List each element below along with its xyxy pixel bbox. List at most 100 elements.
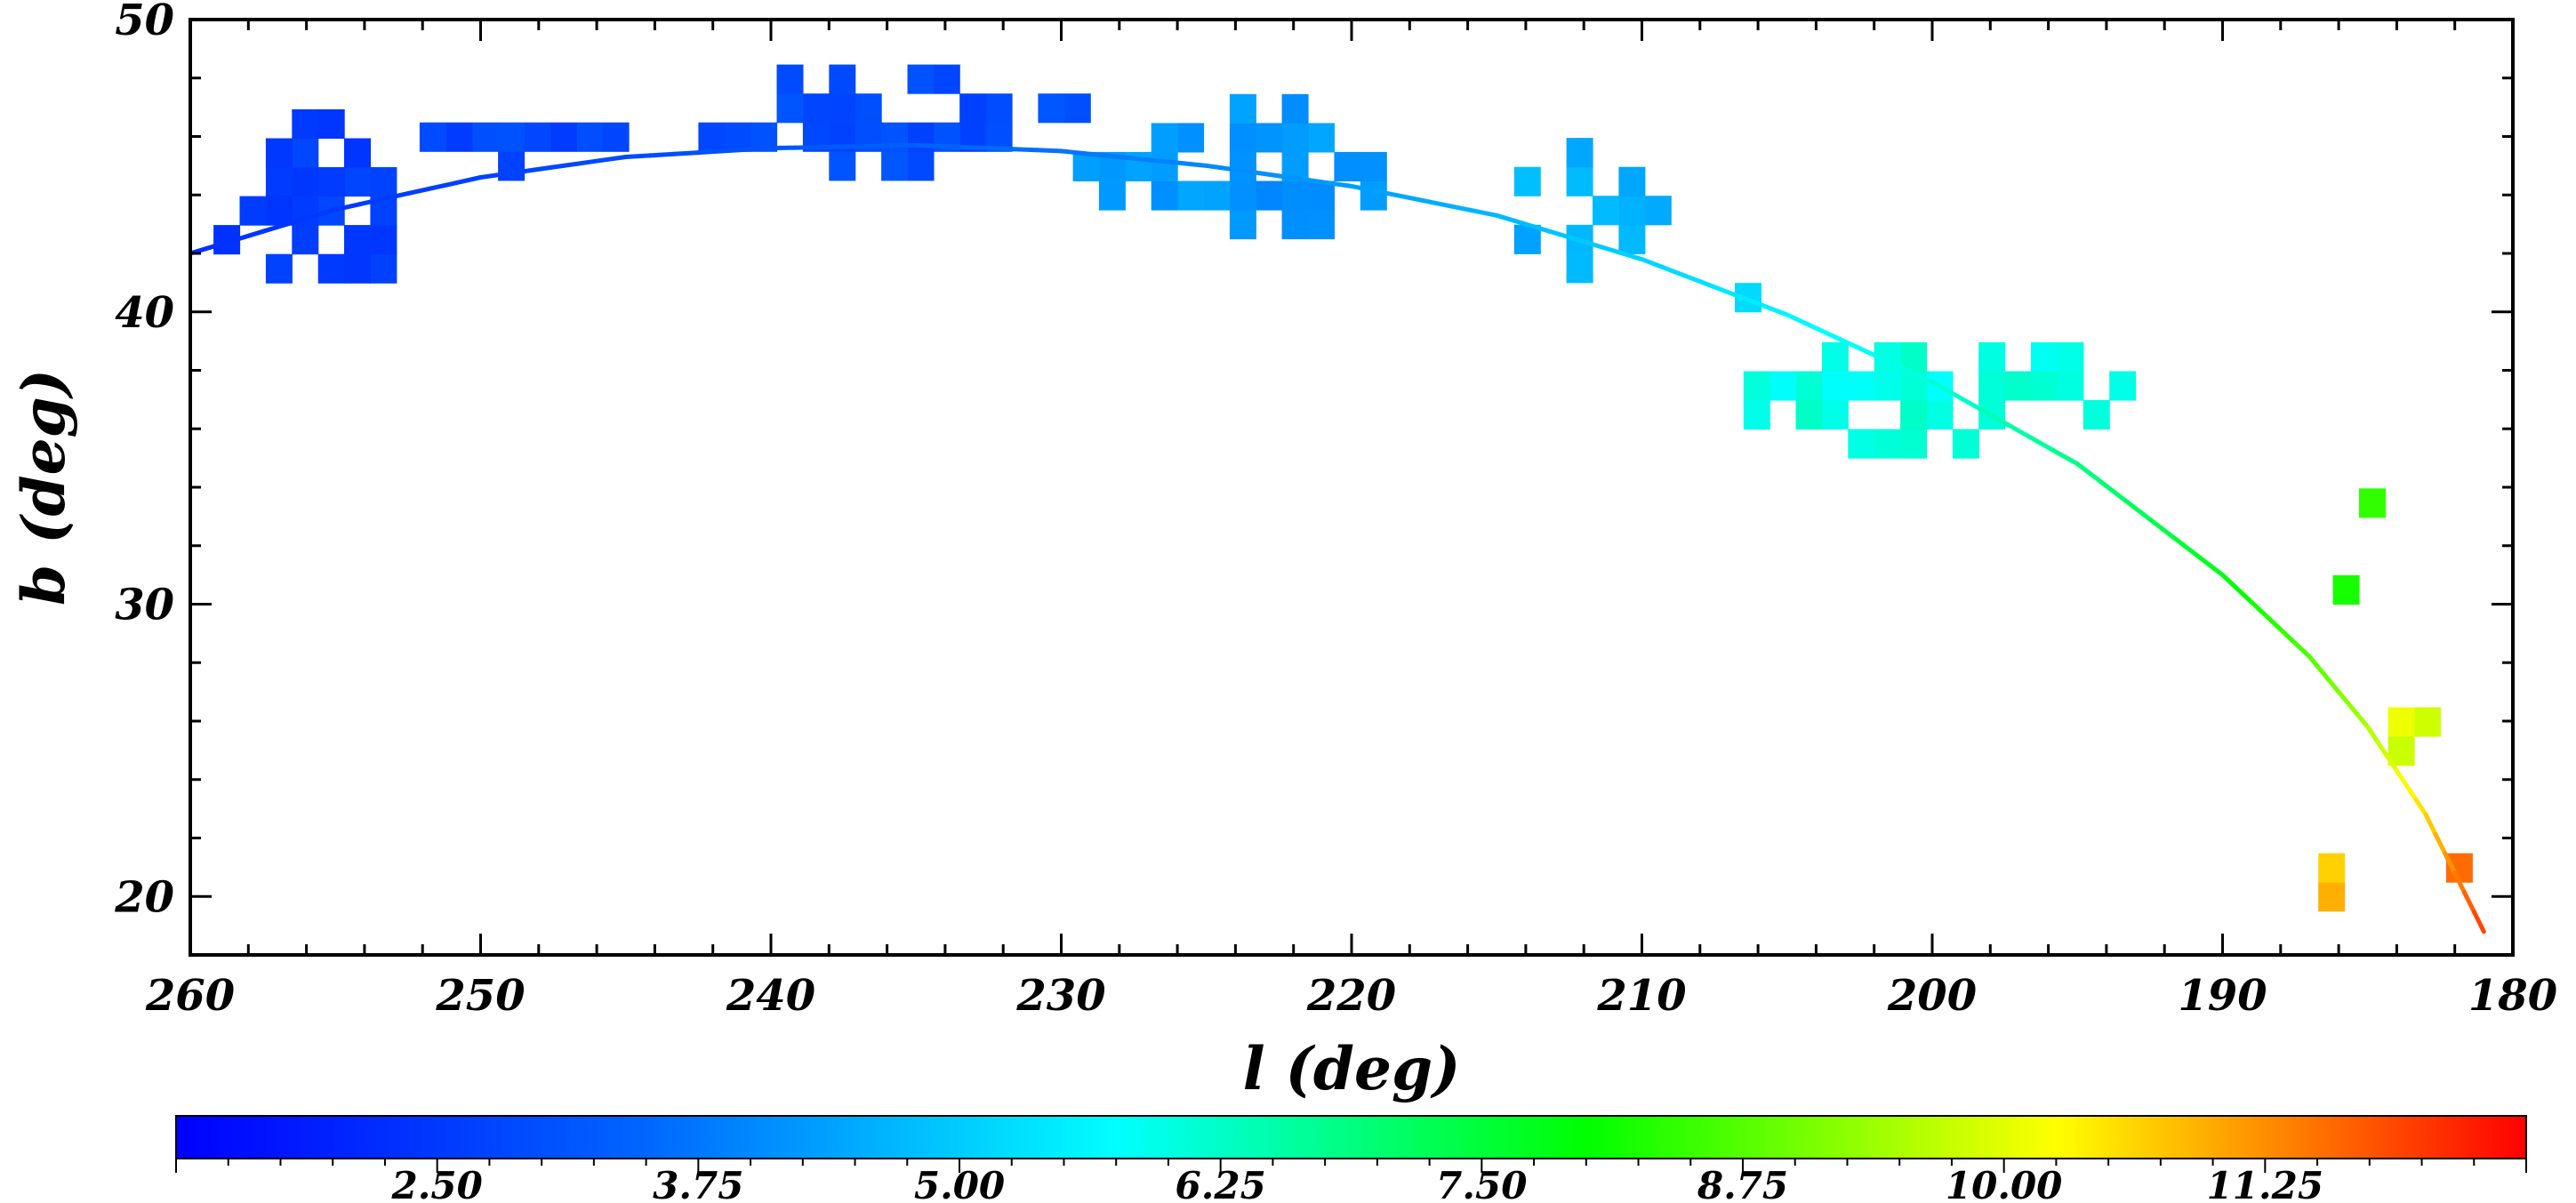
clump-cell (829, 151, 856, 181)
model-curve-segment (695, 148, 726, 156)
model-curve-segment (1640, 257, 1669, 271)
model-curve-segment (2413, 798, 2428, 817)
model-curve-segment (1809, 324, 1838, 340)
clump-cell (445, 122, 473, 152)
clump-cell (1848, 429, 1875, 459)
model-curve-segment (1543, 228, 1572, 240)
x-tick-label: 190 (2178, 971, 2267, 1021)
model-curve-segment (1180, 161, 1209, 168)
model-curve-segment (1519, 221, 1548, 233)
model-curve-segment (1252, 170, 1281, 179)
clump-cell (317, 253, 345, 284)
clump-cell (1151, 123, 1178, 153)
clump-cell (1177, 123, 1205, 153)
model-curve-segment (1857, 346, 1887, 362)
model-curve-segment (1397, 193, 1427, 204)
clump-cell (1926, 400, 1954, 430)
clump-cell (344, 253, 371, 284)
model-curve-segment (2394, 768, 2409, 788)
clump-cell (2057, 371, 2084, 401)
clump-cell (1229, 180, 1256, 211)
clump-cell (1978, 371, 2006, 401)
clump-cell (1151, 151, 1178, 181)
model-curve-segment (2403, 782, 2419, 803)
model-curve-segment (1010, 147, 1039, 153)
clump-cell (1566, 253, 1593, 284)
model-curve-segment (913, 142, 943, 148)
model-curve (190, 142, 2486, 934)
model-curve-segment (2235, 586, 2254, 605)
clump-l223 (1072, 93, 1387, 240)
model-curve-segment (986, 146, 1015, 152)
model-curve-segment (2307, 654, 2322, 671)
model-curve-segment (2346, 701, 2361, 718)
clump-cell (1072, 151, 1100, 181)
x-axis-title: l (deg) (1243, 1034, 1461, 1103)
clump-cell (419, 122, 446, 152)
colorbar-tick-label: 11.25 (2207, 1164, 2324, 1203)
model-curve-segment (405, 186, 435, 196)
clump-cell (1743, 371, 1770, 401)
clump-cell (1618, 224, 1646, 254)
clump-cell (1978, 341, 2006, 372)
model-curve-segment (2326, 678, 2341, 694)
clump-cell (2332, 575, 2360, 606)
model-curve-segment (429, 180, 459, 191)
clump-cell (2109, 371, 2137, 401)
model-curve-segment (816, 144, 847, 150)
model-curve-segment (2292, 640, 2312, 660)
model-curve-segment (2316, 666, 2331, 683)
model-curve-segment (502, 168, 532, 177)
model-curve-segment (2220, 573, 2240, 591)
clump-cell (985, 93, 1013, 124)
clump-l212 (1513, 138, 1672, 284)
clump-cell (1281, 123, 1309, 153)
clump-cell (2031, 371, 2058, 401)
model-curve-segment (1155, 158, 1184, 166)
clump-cell (1281, 93, 1309, 124)
clump-cell (698, 122, 726, 152)
model-curve-segment (1228, 166, 1257, 175)
clump-cell (1203, 180, 1231, 211)
clump-cell (1900, 400, 1928, 430)
clump-cell (1952, 429, 1979, 459)
model-curve-segment (1761, 303, 1790, 317)
model-curve-segment (1494, 213, 1523, 225)
clump-cell (1308, 180, 1335, 211)
clump-cell (2318, 882, 2346, 912)
colorbar-tick-label: 6.25 (1176, 1164, 1266, 1203)
colorbar-tick-label: 2.50 (391, 1164, 483, 1203)
clump-cell (317, 108, 345, 139)
clump-cell (1308, 123, 1335, 153)
x-tick-label: 260 (145, 971, 235, 1021)
clump-cell (471, 122, 499, 152)
clump-cell (1795, 371, 1823, 401)
clump-cell (1177, 180, 1205, 211)
x-tick-label: 240 (726, 971, 815, 1021)
model-curve-segment (1107, 153, 1136, 161)
clump-l248 (419, 122, 630, 181)
model-curve-segment (550, 161, 580, 170)
model-curve-segment (1349, 183, 1378, 194)
clump-cell (1821, 341, 1849, 372)
model-curve-segment (526, 164, 556, 173)
model-curve-segment (2472, 910, 2486, 934)
model-curve-segment (1131, 156, 1160, 164)
clump-cell (802, 93, 830, 124)
clump-cell (370, 225, 397, 255)
clump-l237 (698, 64, 1091, 181)
model-curve-segment (1833, 334, 1862, 351)
clump-cell (1593, 196, 1619, 226)
model-curve-segment (478, 172, 508, 180)
x-tick-label: 250 (435, 971, 525, 1021)
model-curve-segment (865, 143, 895, 148)
clump-cell (1769, 371, 1797, 401)
model-curve-segment (1083, 151, 1112, 158)
clump-cell (1644, 196, 1672, 226)
x-tick-label: 220 (1306, 971, 1396, 1021)
clump-cell (1038, 93, 1065, 124)
model-curve-segment (1446, 203, 1475, 213)
clump-cell (2387, 707, 2415, 737)
clump-cell (1334, 151, 1361, 181)
clump-cell (1795, 400, 1823, 430)
